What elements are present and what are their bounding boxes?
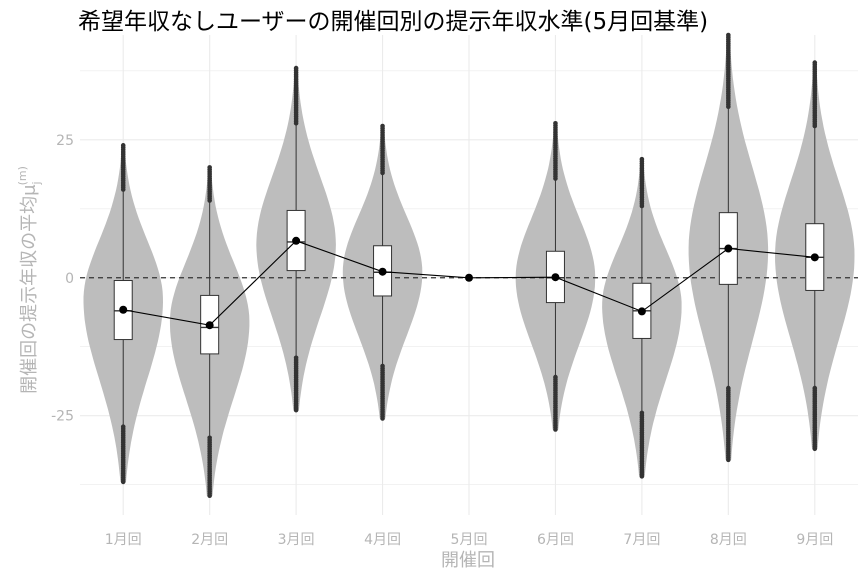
outlier-point-high: [726, 32, 731, 38]
mean-point-7: [637, 307, 646, 316]
outlier-point-low: [812, 446, 818, 452]
x-tick-label: 6月回: [537, 532, 574, 548]
outlier-point-high: [812, 60, 818, 65]
outlier-point-low: [553, 427, 558, 432]
outlier-point-high: [120, 143, 126, 148]
outlier-point-low: [293, 407, 299, 413]
mean-point-9: [810, 253, 819, 262]
mean-point-1: [119, 305, 128, 314]
mean-trend: [119, 236, 819, 330]
x-tick-label: 7月回: [623, 532, 660, 548]
x-tick-label: 5月回: [451, 532, 488, 548]
y-axis-title-text: 開催回の提示年収の平均: [19, 196, 40, 394]
y-tick-label: 0: [65, 271, 74, 287]
outlier-point-high: [639, 156, 645, 162]
mean-point-6: [551, 273, 560, 282]
outlier-point-low: [120, 479, 126, 485]
x-tick-label: 3月回: [278, 532, 315, 548]
x-tick-label: 8月回: [710, 532, 747, 548]
x-tick-label: 9月回: [796, 532, 833, 548]
mean-point-8: [724, 244, 733, 253]
x-tick-label: 1月回: [105, 532, 142, 548]
y-axis-title-sup: (m): [16, 166, 29, 185]
outlier-point-low: [380, 416, 385, 421]
outlier-point-high: [553, 120, 558, 126]
axis-ticks: -25 0 25 1月回 2月回 3月回 4月回 5月回 6月回 7月回 8月回 9月回: [51, 133, 833, 548]
mean-point-2: [205, 321, 214, 330]
outlier-point-low: [639, 474, 645, 479]
x-tick-label: 2月回: [191, 532, 228, 548]
outlier-point-high: [207, 165, 212, 170]
mean-point-5: [465, 273, 473, 282]
x-tick-label: 4月回: [364, 532, 401, 548]
mean-point-4: [378, 267, 387, 276]
svg-text:開催回の提示年収の平均μj(m): 開催回の提示年収の平均μj(m): [16, 166, 43, 394]
outlier-point-low: [207, 493, 212, 498]
mean-point-3: [292, 236, 301, 245]
outlier-point-high: [293, 65, 299, 71]
y-axis-title-sub: j: [30, 181, 43, 185]
chart-title: 希望年収なしユーザーの開催回別の提示年収水準(5月回基準): [78, 9, 709, 35]
outlier-point-low: [726, 457, 731, 463]
x-axis-title: 開催回: [441, 550, 495, 571]
y-axis-title: 開催回の提示年収の平均μj(m): [16, 166, 43, 394]
y-tick-label: 25: [56, 133, 74, 149]
y-tick-label: -25: [51, 409, 74, 425]
outlier-point-high: [380, 123, 385, 129]
y-axis-title-symbol: μ: [19, 184, 40, 196]
